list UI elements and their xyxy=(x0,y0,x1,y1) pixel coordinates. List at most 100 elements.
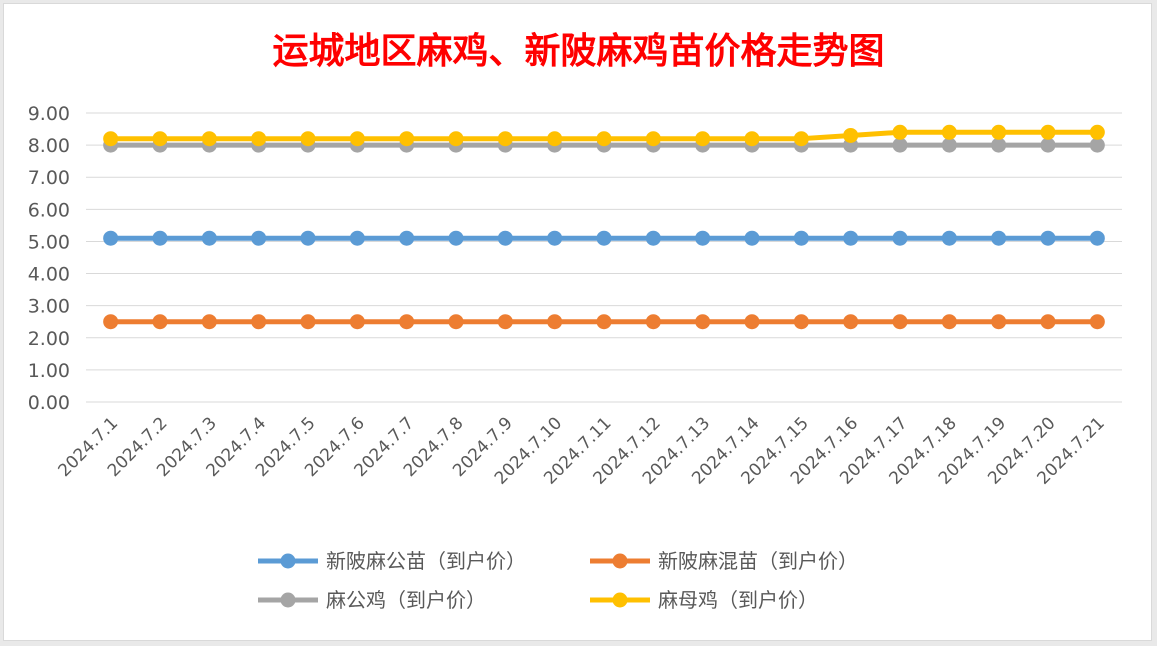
data-point xyxy=(991,314,1007,330)
data-point xyxy=(793,131,809,147)
legend-swatch-marker xyxy=(280,592,296,608)
data-point xyxy=(103,230,119,246)
data-point xyxy=(645,131,661,147)
data-point xyxy=(201,131,217,147)
data-point xyxy=(991,124,1007,140)
data-point xyxy=(1089,137,1105,153)
series-lines xyxy=(103,124,1105,330)
y-tick-label: 1.00 xyxy=(28,360,70,382)
data-point xyxy=(695,230,711,246)
data-point xyxy=(448,230,464,246)
data-point xyxy=(300,314,316,330)
legend-item-3: 麻母鸡（到户价） xyxy=(590,588,818,612)
data-point xyxy=(547,131,563,147)
legend-swatch-marker xyxy=(612,592,628,608)
y-tick-label: 4.00 xyxy=(28,264,70,286)
data-point xyxy=(349,230,365,246)
data-point xyxy=(1089,314,1105,330)
data-point xyxy=(152,314,168,330)
data-point xyxy=(744,314,760,330)
data-point xyxy=(300,230,316,246)
data-point xyxy=(103,131,119,147)
data-point xyxy=(399,131,415,147)
y-tick-label: 8.00 xyxy=(28,135,70,157)
y-tick-label: 6.00 xyxy=(28,199,70,221)
legend-label: 新陂麻公苗（到户价） xyxy=(326,549,526,573)
data-point xyxy=(892,137,908,153)
data-point xyxy=(103,314,119,330)
data-point xyxy=(596,314,612,330)
series-1 xyxy=(103,314,1105,330)
data-point xyxy=(399,230,415,246)
data-point xyxy=(1040,137,1056,153)
data-point xyxy=(1040,124,1056,140)
y-tick-label: 2.00 xyxy=(28,328,70,350)
data-point xyxy=(152,230,168,246)
series-3 xyxy=(103,124,1105,147)
y-axis-ticks: 0.00 1.00 2.00 3.00 4.00 5.00 6.00 7.00 8.00 9.00 xyxy=(28,103,70,414)
legend-label: 麻公鸡（到户价） xyxy=(326,588,486,612)
legend-swatch-marker xyxy=(280,553,296,569)
data-point xyxy=(349,131,365,147)
data-point xyxy=(744,131,760,147)
data-point xyxy=(793,230,809,246)
data-point xyxy=(1040,230,1056,246)
data-point xyxy=(645,230,661,246)
data-point xyxy=(991,230,1007,246)
data-point xyxy=(645,314,661,330)
data-point xyxy=(547,230,563,246)
data-point xyxy=(941,314,957,330)
data-point xyxy=(251,230,267,246)
gridlines xyxy=(86,112,1122,403)
data-point xyxy=(695,131,711,147)
data-point xyxy=(941,137,957,153)
series-0 xyxy=(103,230,1105,246)
data-point xyxy=(251,131,267,147)
data-point xyxy=(991,137,1007,153)
legend-label: 新陂麻混苗（到户价） xyxy=(658,549,858,573)
data-point xyxy=(399,314,415,330)
y-tick-label: 9.00 xyxy=(28,103,70,125)
chart-title: 运城地区麻鸡、新陂麻鸡苗价格走势图 xyxy=(272,30,885,72)
data-point xyxy=(547,314,563,330)
y-tick-label: 5.00 xyxy=(28,231,70,253)
y-tick-label: 3.00 xyxy=(28,296,70,318)
legend-label: 麻母鸡（到户价） xyxy=(658,588,818,612)
data-point xyxy=(744,230,760,246)
data-point xyxy=(793,314,809,330)
y-tick-label: 7.00 xyxy=(28,167,70,189)
x-axis-ticks: 2024.7.12024.7.22024.7.32024.7.42024.7.5… xyxy=(55,413,1109,488)
data-point xyxy=(497,230,513,246)
legend: 新陂麻公苗（到户价） 新陂麻混苗（到户价） 麻公鸡（到户价） 麻母鸡（到户价） xyxy=(258,549,858,612)
data-point xyxy=(497,131,513,147)
legend-item-2: 麻公鸡（到户价） xyxy=(258,588,486,612)
data-point xyxy=(448,131,464,147)
data-point xyxy=(596,131,612,147)
data-point xyxy=(1089,230,1105,246)
legend-item-1: 新陂麻混苗（到户价） xyxy=(590,549,858,573)
data-point xyxy=(1040,314,1056,330)
data-point xyxy=(941,230,957,246)
data-point xyxy=(152,131,168,147)
data-point xyxy=(300,131,316,147)
legend-item-0: 新陂麻公苗（到户价） xyxy=(258,549,526,573)
data-point xyxy=(695,314,711,330)
data-point xyxy=(843,127,859,143)
data-point xyxy=(497,314,513,330)
data-point xyxy=(201,230,217,246)
data-point xyxy=(201,314,217,330)
data-point xyxy=(892,230,908,246)
data-point xyxy=(843,314,859,330)
y-tick-label: 0.00 xyxy=(28,392,70,414)
data-point xyxy=(892,314,908,330)
data-point xyxy=(251,314,267,330)
data-point xyxy=(1089,124,1105,140)
legend-swatch-marker xyxy=(612,553,628,569)
data-point xyxy=(843,230,859,246)
data-point xyxy=(596,230,612,246)
data-point xyxy=(892,124,908,140)
data-point xyxy=(941,124,957,140)
data-point xyxy=(349,314,365,330)
data-point xyxy=(448,314,464,330)
